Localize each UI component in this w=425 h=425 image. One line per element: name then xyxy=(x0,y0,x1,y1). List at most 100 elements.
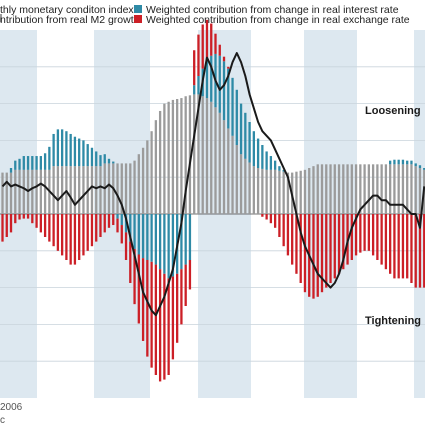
annotation-loosening: Loosening xyxy=(365,105,421,117)
bar-exchange xyxy=(60,214,64,256)
bar-m2 xyxy=(342,164,345,214)
bar-interest xyxy=(244,112,247,159)
bar-m2 xyxy=(9,172,13,214)
bar-exchange xyxy=(107,214,111,228)
bar-exchange xyxy=(295,214,298,274)
bar-exchange xyxy=(86,214,89,251)
bar-m2 xyxy=(137,154,140,214)
bar-m2 xyxy=(354,164,358,214)
bar-m2 xyxy=(414,166,417,214)
bar-exchange xyxy=(359,214,362,253)
bar-m2 xyxy=(99,166,102,214)
bar-interest xyxy=(389,160,392,165)
bar-m2 xyxy=(333,164,336,214)
bar-m2 xyxy=(5,172,8,214)
bar-m2 xyxy=(184,96,187,214)
bar-exchange xyxy=(82,214,85,256)
bar-interest xyxy=(22,156,25,170)
bar-exchange xyxy=(116,218,119,233)
bar-exchange xyxy=(154,264,158,375)
bar-exchange xyxy=(14,214,17,224)
bar-interest xyxy=(14,160,17,170)
bar-exchange xyxy=(397,214,400,279)
bar-interest xyxy=(65,131,68,167)
bar-exchange xyxy=(103,214,106,233)
bar-m2 xyxy=(193,94,196,214)
bar-exchange xyxy=(150,261,153,368)
legend-swatch-interest xyxy=(134,5,142,13)
bar-interest xyxy=(35,156,38,170)
bar-m2 xyxy=(320,164,324,214)
bar-m2 xyxy=(295,171,298,214)
bar-exchange xyxy=(112,214,115,226)
bar-exchange xyxy=(371,214,375,256)
bar-exchange xyxy=(90,214,94,247)
bar-interest xyxy=(184,214,187,265)
bar-exchange xyxy=(329,214,332,283)
bar-interest xyxy=(99,155,102,167)
bar-exchange xyxy=(65,214,68,260)
bar-interest xyxy=(193,85,196,95)
bar-m2 xyxy=(205,98,209,214)
bar-exchange xyxy=(342,214,345,270)
bar-m2 xyxy=(180,98,183,214)
bar-m2 xyxy=(273,169,277,214)
bar-m2 xyxy=(261,168,264,214)
bar-exchange xyxy=(35,214,38,228)
bar-interest xyxy=(26,156,30,170)
bar-m2 xyxy=(1,172,4,214)
bar-interest xyxy=(210,55,213,102)
bar-exchange xyxy=(22,214,25,219)
bar-m2 xyxy=(367,164,371,214)
bar-interest xyxy=(410,160,413,165)
bar-m2 xyxy=(397,164,400,214)
bar-interest xyxy=(235,89,238,145)
x-tick-label-c: c xyxy=(0,415,5,425)
bar-interest xyxy=(256,138,260,168)
bar-exchange xyxy=(180,269,183,325)
bar-exchange xyxy=(188,260,192,290)
bar-m2 xyxy=(163,103,166,214)
bar-m2 xyxy=(90,166,94,214)
bar-m2 xyxy=(95,166,98,214)
bar-exchange xyxy=(299,214,302,283)
bar-exchange xyxy=(418,214,422,288)
bar-m2 xyxy=(376,164,379,214)
bar-exchange xyxy=(376,214,379,260)
bar-interest xyxy=(197,76,200,95)
legend-label-exchange: Weighted contribution from change in rea… xyxy=(146,14,410,26)
bar-m2 xyxy=(35,169,38,214)
bar-m2 xyxy=(56,166,60,214)
bar-interest xyxy=(103,154,106,164)
bar-exchange xyxy=(350,214,353,260)
bar-exchange xyxy=(193,50,196,86)
bar-exchange xyxy=(18,214,21,220)
bar-exchange xyxy=(31,214,34,224)
bar-exchange xyxy=(201,24,204,69)
bar-m2 xyxy=(265,169,268,214)
bar-m2 xyxy=(393,164,396,214)
monetary-conditions-index-line xyxy=(1,52,425,317)
bar-exchange xyxy=(423,214,425,288)
bar-interest xyxy=(107,158,111,164)
bar-interest xyxy=(95,151,98,167)
bar-interest xyxy=(116,214,119,219)
bar-interest xyxy=(133,214,136,249)
bar-exchange xyxy=(273,214,277,228)
bar-interest xyxy=(18,158,21,170)
bar-exchange xyxy=(265,214,268,220)
bar-exchange xyxy=(43,214,47,237)
bar-m2 xyxy=(197,94,200,214)
bar-exchange xyxy=(197,34,200,76)
bar-m2 xyxy=(303,169,307,214)
bar-interest xyxy=(112,161,115,164)
bar-m2 xyxy=(133,160,136,214)
bar-interest xyxy=(401,159,405,165)
bar-exchange xyxy=(26,214,30,219)
bar-m2 xyxy=(278,170,281,214)
bar-exchange xyxy=(167,278,170,375)
legend-label-interest: Weighted contribution from change in rea… xyxy=(146,4,399,16)
bar-exchange xyxy=(129,241,132,283)
bar-exchange xyxy=(95,214,98,242)
bar-m2 xyxy=(116,163,119,214)
